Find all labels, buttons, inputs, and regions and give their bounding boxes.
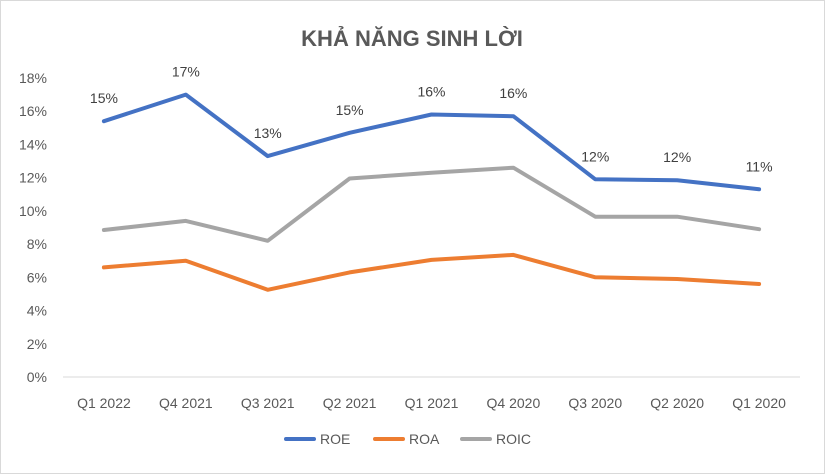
data-label-roe: 15%: [90, 90, 118, 106]
data-label-roe: 17%: [172, 64, 200, 80]
y-axis: 0% 2% 4% 6% 8% 10% 12% 14% 16% 18%: [19, 70, 47, 385]
y-tick-label: 6%: [27, 269, 47, 285]
y-tick-label: 16%: [19, 103, 47, 119]
x-tick-label: Q4 2021: [159, 395, 213, 411]
data-labels-group: 15% 17% 13% 15% 16% 16% 12% 12% 11%: [90, 64, 773, 175]
x-tick-label: Q3 2020: [568, 395, 622, 411]
y-tick-label: 18%: [19, 70, 47, 86]
x-tick-label: Q1 2020: [732, 395, 786, 411]
series-line-roa: [101, 252, 762, 292]
x-tick-label: Q1 2022: [77, 395, 131, 411]
y-tick-label: 0%: [27, 369, 47, 385]
y-tick-label: 14%: [19, 136, 47, 152]
y-tick-label: 12%: [19, 170, 47, 186]
legend-label-roa: ROA: [409, 431, 440, 447]
x-tick-label: Q1 2021: [405, 395, 459, 411]
data-label-roe: 12%: [663, 149, 691, 165]
x-tick-label: Q2 2021: [323, 395, 377, 411]
data-label-roe: 16%: [499, 85, 527, 101]
data-label-roe: 16%: [417, 84, 445, 100]
chart-title: KHẢ NĂNG SINH LỜI: [301, 26, 523, 51]
series-line-roic: [101, 165, 762, 243]
data-label-roe: 11%: [746, 158, 773, 174]
data-label-roe: 13%: [254, 125, 282, 141]
x-tick-label: Q3 2021: [241, 395, 295, 411]
y-tick-label: 4%: [27, 303, 47, 319]
data-label-roe: 15%: [336, 102, 364, 118]
legend: ROE ROA ROIC: [284, 431, 531, 447]
legend-label-roe: ROE: [320, 431, 350, 447]
series-line-roe: [101, 92, 762, 192]
x-tick-label: Q4 2020: [487, 395, 541, 411]
x-tick-label: Q2 2020: [650, 395, 704, 411]
x-axis: Q1 2022 Q4 2021 Q3 2021 Q2 2021 Q1 2021 Q4 20…: [77, 395, 786, 411]
y-tick-label: 8%: [27, 236, 47, 252]
legend-label-roic: ROIC: [496, 431, 531, 447]
y-tick-label: 2%: [27, 336, 47, 352]
data-label-roe: 12%: [581, 148, 609, 164]
series-group: [101, 92, 762, 292]
y-tick-label: 10%: [19, 203, 47, 219]
